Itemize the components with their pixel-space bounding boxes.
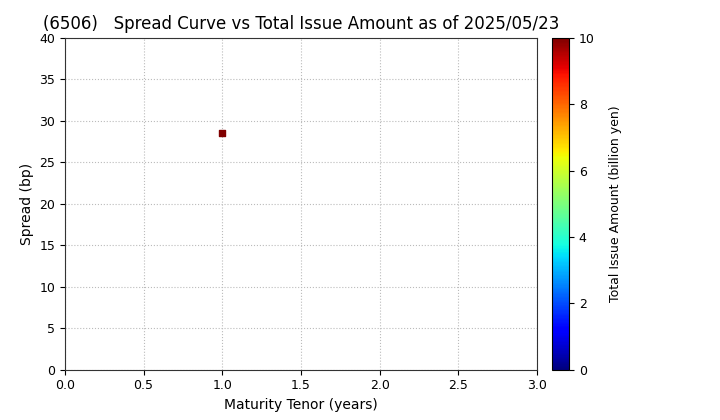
X-axis label: Maturity Tenor (years): Maturity Tenor (years): [224, 398, 378, 412]
Point: [217, 130, 228, 136]
Y-axis label: Spread (bp): Spread (bp): [19, 163, 34, 245]
Title: (6506)   Spread Curve vs Total Issue Amount as of 2025/05/23: (6506) Spread Curve vs Total Issue Amoun…: [42, 16, 559, 34]
Y-axis label: Total Issue Amount (billion yen): Total Issue Amount (billion yen): [608, 105, 621, 302]
